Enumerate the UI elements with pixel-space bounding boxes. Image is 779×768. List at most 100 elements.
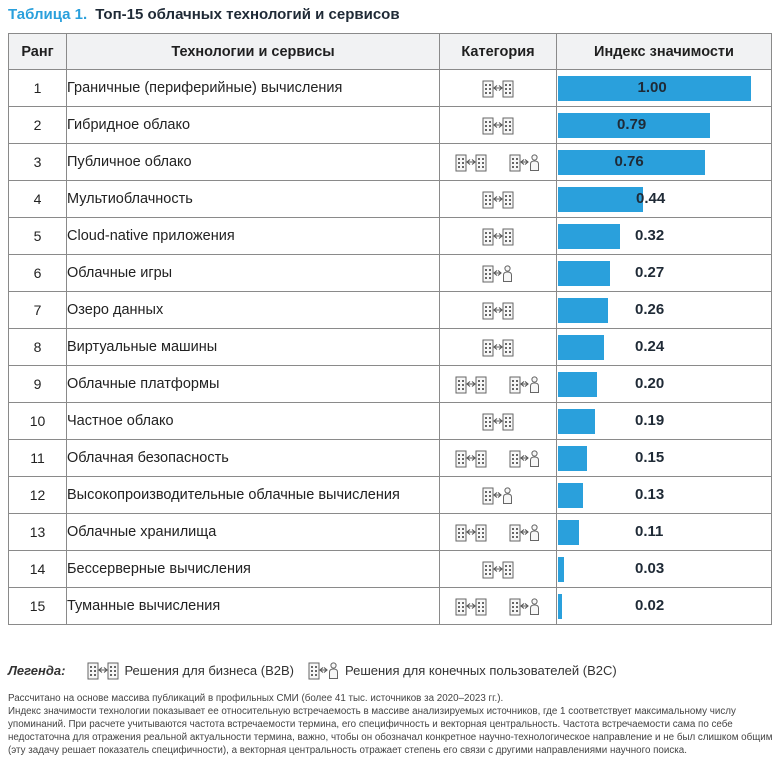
index-bar xyxy=(558,261,610,286)
business-buildings-icon xyxy=(482,300,514,320)
footnotes: Рассчитано на основе массива публикаций … xyxy=(8,692,774,757)
rank-cell: 14 xyxy=(8,550,67,588)
category-cell xyxy=(439,180,557,218)
business-buildings-icon xyxy=(482,115,514,135)
table-body: 1 Граничные (периферийные) вычисления 1.00… xyxy=(8,69,772,625)
technology-name-cell: Облачная безопасность xyxy=(66,439,440,477)
index-value-label: 0.27 xyxy=(635,264,665,281)
business-buildings-icon xyxy=(482,226,514,246)
technology-name-cell: Публичное облако xyxy=(66,143,440,181)
index-bar xyxy=(558,372,597,397)
index-cell: 0.19 xyxy=(556,402,772,440)
category-cell xyxy=(439,291,557,329)
category-cell xyxy=(439,587,557,625)
index-bar xyxy=(558,298,608,323)
technology-name-cell: Облачные игры xyxy=(66,254,440,292)
technology-name-cell: Высокопроизводительные облачные вычислен… xyxy=(66,476,440,514)
table-row: 12 Высокопроизводительные облачные вычисл… xyxy=(8,476,772,514)
index-bar xyxy=(558,594,562,619)
rank-cell: 4 xyxy=(8,180,67,218)
consumer-building-person-icon xyxy=(482,263,514,283)
consumer-building-person-icon xyxy=(509,522,541,542)
header-tech: Технологии и сервисы xyxy=(66,33,440,70)
rank-cell: 5 xyxy=(8,217,67,255)
rank-cell: 8 xyxy=(8,328,67,366)
technology-name-cell: Озеро данных xyxy=(66,291,440,329)
index-cell: 0.20 xyxy=(556,365,772,403)
index-value-label: 0.44 xyxy=(636,190,666,207)
category-cell xyxy=(439,365,557,403)
rank-cell: 3 xyxy=(8,143,67,181)
business-buildings-icon xyxy=(455,448,487,468)
consumer-building-person-icon xyxy=(509,374,541,394)
rank-cell: 6 xyxy=(8,254,67,292)
business-buildings-icon xyxy=(87,660,119,680)
business-buildings-icon xyxy=(455,374,487,394)
table-row: 13 Облачные хранилища 0.11 xyxy=(8,513,772,551)
rank-cell: 2 xyxy=(8,106,67,144)
technology-name-cell: Граничные (периферийные) вычисления xyxy=(66,69,440,107)
index-value-label: 0.11 xyxy=(635,523,664,540)
legend-title: Легенда: xyxy=(8,662,66,678)
technology-name-cell: Виртуальные машины xyxy=(66,328,440,366)
business-buildings-icon xyxy=(482,78,514,98)
table-row: 11 Облачная безопасность 0.15 xyxy=(8,439,772,477)
rank-cell: 9 xyxy=(8,365,67,403)
index-cell: 0.03 xyxy=(556,550,772,588)
category-cell xyxy=(439,439,557,477)
technology-name-cell: Гибридное облако xyxy=(66,106,440,144)
technology-name-cell: Бессерверные вычисления xyxy=(66,550,440,588)
index-cell: 0.44 xyxy=(556,180,772,218)
footnote-method: Индекс значимости технологии показывает … xyxy=(8,706,773,756)
technology-name-cell: Мультиоблачность xyxy=(66,180,440,218)
index-value-label: 0.32 xyxy=(635,227,665,244)
category-cell xyxy=(439,402,557,440)
category-cell xyxy=(439,476,557,514)
consumer-building-person-icon xyxy=(509,152,541,172)
index-cell: 0.79 xyxy=(556,106,772,144)
table-row: 9 Облачные платформы 0.20 xyxy=(8,365,772,403)
header-category: Категория xyxy=(439,33,557,70)
technology-name-cell: Облачные хранилища xyxy=(66,513,440,551)
index-value-label: 0.79 xyxy=(617,116,647,133)
technology-name-cell: Облачные платформы xyxy=(66,365,440,403)
category-cell xyxy=(439,217,557,255)
table-row: 7 Озеро данных 0.26 xyxy=(8,291,772,329)
consumer-building-person-icon xyxy=(482,485,514,505)
index-cell: 0.26 xyxy=(556,291,772,329)
rank-cell: 13 xyxy=(8,513,67,551)
index-value-label: 0.03 xyxy=(635,560,665,577)
table-row: 3 Публичное облако 0.76 xyxy=(8,143,772,181)
business-buildings-icon xyxy=(482,411,514,431)
legend-b2b-label: Решения для бизнеса (B2B) xyxy=(124,662,295,678)
index-cell: 0.32 xyxy=(556,217,772,255)
index-cell: 1.00 xyxy=(556,69,772,107)
table-caption: Топ-15 облачных технологий и сервисов xyxy=(95,6,400,23)
index-bar xyxy=(558,76,751,101)
category-cell xyxy=(439,143,557,181)
index-bar xyxy=(558,446,587,471)
table-row: 10 Частное облако 0.19 xyxy=(8,402,772,440)
technology-name-cell: Частное облако xyxy=(66,402,440,440)
rank-cell: 12 xyxy=(8,476,67,514)
table-row: 6 Облачные игры 0.27 xyxy=(8,254,772,292)
category-cell xyxy=(439,550,557,588)
table-number: Таблица 1. xyxy=(8,6,88,23)
business-buildings-icon xyxy=(455,522,487,542)
business-buildings-icon xyxy=(482,189,514,209)
index-value-label: 0.15 xyxy=(635,449,665,466)
index-cell: 0.27 xyxy=(556,254,772,292)
index-bar xyxy=(558,520,579,545)
legend: Легенда: Решения для бизнеса (B2B) Решен… xyxy=(8,659,617,681)
index-cell: 0.13 xyxy=(556,476,772,514)
index-cell: 0.24 xyxy=(556,328,772,366)
index-bar xyxy=(558,224,620,249)
rank-cell: 7 xyxy=(8,291,67,329)
index-cell: 0.15 xyxy=(556,439,772,477)
footnote-source: Рассчитано на основе массива публикаций … xyxy=(8,693,504,704)
consumer-building-person-icon xyxy=(509,596,541,616)
table-row: 1 Граничные (периферийные) вычисления 1.00 xyxy=(8,69,772,107)
table-row: 5 Cloud-native приложения 0.32 xyxy=(8,217,772,255)
index-bar xyxy=(558,335,604,360)
